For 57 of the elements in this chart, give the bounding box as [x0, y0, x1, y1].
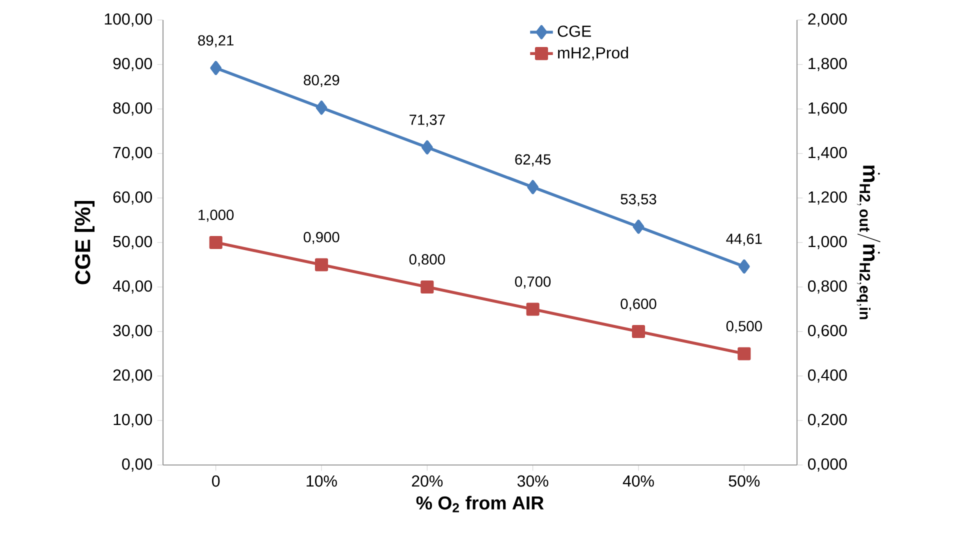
x-tick-label: 0	[212, 475, 220, 487]
point	[527, 180, 539, 194]
point	[738, 259, 750, 274]
x-tick-label: 50%	[728, 475, 760, 487]
data-label: 1,000	[198, 210, 234, 222]
y-tick-label: 0,00	[122, 458, 152, 472]
data-label: 71,37	[410, 114, 445, 127]
point	[632, 324, 646, 338]
legend-label: CGE	[558, 26, 591, 37]
y2-tick-label: 0,800	[808, 280, 847, 294]
y2-tick-label: 0,000	[808, 458, 847, 472]
point	[422, 140, 433, 154]
data-label: 0,800	[409, 254, 445, 266]
point	[316, 100, 328, 115]
data-label: 0,500	[726, 320, 762, 334]
data-label: 0,600	[620, 298, 656, 311]
point	[209, 236, 222, 250]
data-label: 53,53	[620, 194, 656, 206]
y2-tick-label: 0,600	[808, 324, 847, 338]
x-tick-label: 40%	[622, 475, 654, 487]
point	[314, 258, 328, 272]
y2-axis-title: $\dot{\mathbf{m}}_{\mathbf{H2,\,out}}/\dot{\mathbf{m}}_{\mathbf{H2,eq,in}}$	[856, 166, 880, 320]
y2-tick-label: 1,000	[808, 236, 847, 250]
y2-tick-label: 0,400	[808, 369, 847, 383]
x-tick-label: 10%	[306, 475, 337, 487]
y-tick-label: 60,00	[113, 191, 152, 205]
point	[738, 347, 751, 360]
point	[420, 280, 434, 294]
point	[210, 60, 222, 76]
data-label: 0,900	[304, 232, 340, 244]
y-tick-label: 20,00	[113, 369, 152, 383]
y2-tick-label: 1,400	[808, 146, 847, 160]
y2-tick-label: 2,000	[808, 13, 847, 27]
y-tick-label: 70,00	[113, 146, 152, 160]
y-tick-label: 30,00	[113, 324, 152, 338]
y2-tick-label: 1,800	[808, 58, 847, 72]
point	[632, 220, 644, 234]
legend-label: mH2,Prod	[558, 46, 628, 60]
point	[526, 302, 540, 316]
data-label: 44,61	[726, 234, 762, 246]
data-label: 62,45	[515, 154, 551, 166]
y-tick-label: 40,00	[112, 280, 152, 294]
x-tick-label: 20%	[412, 475, 443, 487]
y-tick-label: 80,00	[113, 102, 152, 116]
data-label: 80,29	[304, 74, 340, 87]
data-label: 89,21	[198, 35, 234, 48]
y-tick-label: 10,00	[114, 414, 152, 428]
x-tick-label: 30%	[517, 475, 548, 487]
y2-tick-label: 0,200	[808, 414, 847, 428]
y2-tick-label: 1,200	[808, 191, 847, 205]
x-axis-title: % O$_{2}$ from AIR	[416, 496, 544, 512]
y-tick-label: 100,00	[104, 13, 152, 27]
y-tick-label: 50,00	[113, 236, 152, 250]
y-tick-label: 90,00	[113, 58, 152, 72]
y-axis-title: CGE [%]	[74, 201, 95, 284]
data-label: 0,700	[515, 276, 551, 289]
y2-tick-label: 1,600	[808, 102, 847, 116]
